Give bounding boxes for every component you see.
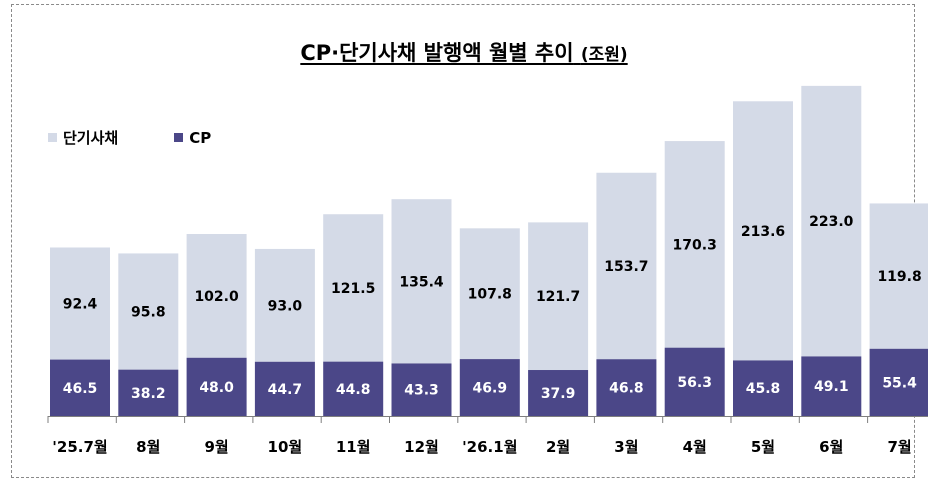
- data-label-cp: 56.3: [677, 375, 712, 391]
- bar-short-term-bond: [391, 199, 452, 364]
- data-label-cp: 44.8: [336, 382, 371, 398]
- data-label-short-term-bond: 153.7: [604, 259, 648, 275]
- legend-item-short-term-bond: 단기사채: [48, 127, 118, 148]
- data-label-cp: 49.1: [814, 379, 849, 395]
- bar-cp: [118, 369, 179, 416]
- bar-short-term-bond: [118, 253, 179, 370]
- x-tick-label: 10월: [268, 438, 303, 456]
- bar-cp: [254, 361, 315, 416]
- bar-cp: [869, 348, 928, 416]
- data-label-cp: 46.5: [63, 381, 98, 397]
- bar-cp: [664, 347, 725, 416]
- bar-cp: [596, 359, 657, 416]
- x-tick-label: 8월: [136, 438, 160, 456]
- legend-item-cp: CP: [174, 129, 211, 147]
- legend-swatch-short-term-bond: [48, 133, 57, 142]
- x-tick-label: 6월: [819, 438, 843, 456]
- data-label-short-term-bond: 135.4: [399, 274, 444, 290]
- x-tick-label: 2월: [546, 438, 570, 456]
- data-label-cp: 37.9: [541, 386, 576, 402]
- x-tick-label: '26.1월: [462, 438, 517, 456]
- bar-cp: [186, 357, 247, 416]
- data-label-cp: 44.7: [268, 382, 303, 398]
- chart-title: CP·단기사채 발행액 월별 추이 (조원): [0, 37, 928, 67]
- legend: 단기사채 CP: [48, 127, 267, 148]
- legend-label-cp: CP: [189, 128, 212, 147]
- bar-short-term-bond: [801, 85, 862, 357]
- x-tick-label: 12월: [404, 438, 439, 456]
- legend-swatch-cp: [174, 133, 184, 142]
- bar-cp: [801, 356, 862, 416]
- data-label-cp: 46.8: [609, 381, 644, 397]
- bar-short-term-bond: [459, 228, 520, 360]
- data-label-cp: 55.4: [882, 375, 917, 391]
- bar-cp: [323, 361, 384, 416]
- x-tick-label: '25.7월: [52, 438, 107, 456]
- x-tick-label: 4월: [683, 438, 707, 456]
- bar-short-term-bond: [664, 141, 725, 348]
- x-tick-label: 11월: [336, 438, 371, 456]
- x-tick-label: 5월: [751, 438, 775, 456]
- data-label-short-term-bond: 170.3: [673, 237, 717, 253]
- bar-cp: [391, 363, 452, 416]
- bar-short-term-bond: [596, 172, 657, 360]
- title-unit: (조원): [580, 45, 628, 65]
- bar-cp: [50, 359, 110, 416]
- data-label-cp: 45.8: [746, 381, 781, 397]
- bar-short-term-bond: [254, 248, 315, 362]
- data-label-cp: 38.2: [131, 386, 166, 402]
- bar-short-term-bond: [733, 101, 793, 361]
- data-label-short-term-bond: 119.8: [877, 269, 921, 285]
- data-label-cp: 43.3: [404, 383, 439, 399]
- x-tick-label: 9월: [204, 438, 228, 456]
- bar-short-term-bond: [186, 234, 247, 358]
- data-label-short-term-bond: 102.0: [194, 289, 239, 305]
- data-label-cp: 48.0: [199, 380, 234, 396]
- bar-short-term-bond: [50, 247, 110, 360]
- x-tick-label: 3월: [614, 438, 638, 456]
- bar-short-term-bond: [528, 222, 589, 371]
- data-label-short-term-bond: 93.0: [268, 298, 303, 314]
- bar-cp: [733, 360, 793, 416]
- data-label-short-term-bond: 95.8: [131, 305, 166, 321]
- data-label-short-term-bond: 121.7: [536, 289, 580, 305]
- data-label-short-term-bond: 213.6: [741, 224, 785, 240]
- data-label-short-term-bond: 223.0: [809, 214, 854, 230]
- x-tick-label: 7월: [887, 438, 911, 456]
- title-text: CP·단기사채 발행액 월별 추이: [300, 41, 574, 65]
- data-label-short-term-bond: 107.8: [468, 287, 512, 303]
- bar-cp: [528, 370, 589, 416]
- data-label-short-term-bond: 121.5: [331, 281, 375, 297]
- data-label-cp: 46.9: [473, 381, 508, 397]
- bar-cp: [459, 359, 520, 416]
- bar-short-term-bond: [869, 203, 928, 349]
- legend-label-short-term-bond: 단기사채: [63, 129, 119, 147]
- bar-short-term-bond: [323, 214, 384, 362]
- data-label-short-term-bond: 92.4: [63, 297, 98, 313]
